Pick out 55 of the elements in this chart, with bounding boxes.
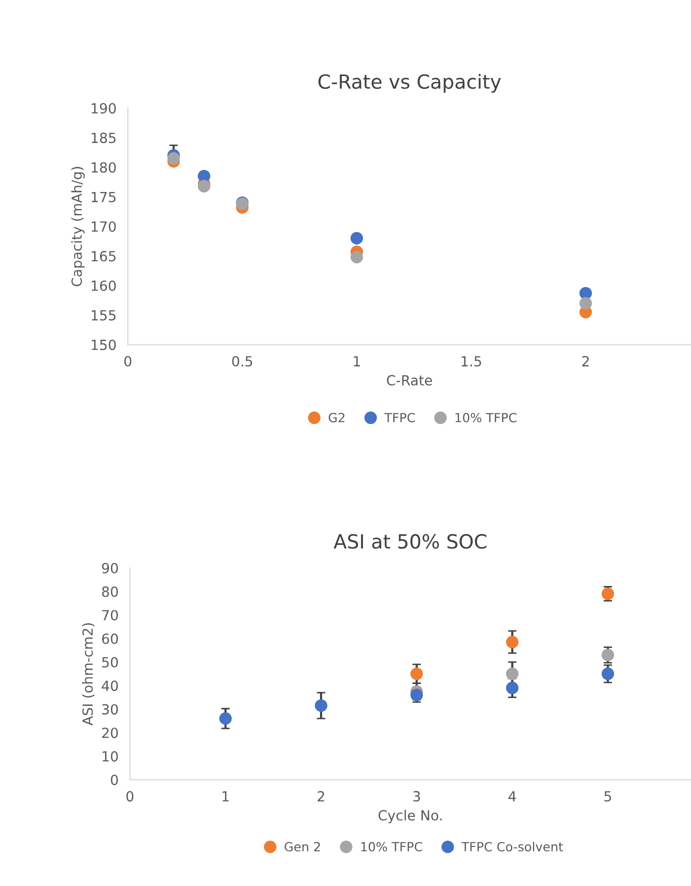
point [167, 152, 180, 165]
point [314, 699, 328, 712]
point [506, 636, 519, 648]
x-tick-label: 3 [413, 791, 420, 802]
x-axis-title: Cycle No. [378, 810, 442, 824]
y-tick-label: 80 [102, 586, 118, 597]
y-tick-label: 150 [92, 340, 116, 350]
chart-title: C-Rate vs Capacity [318, 74, 501, 93]
x-tick-label: 4 [508, 791, 516, 802]
point [506, 682, 519, 694]
x-tick-label: 1 [354, 356, 360, 366]
legend-label: 10% TFPC [456, 412, 516, 422]
y-tick-label: 20 [102, 728, 118, 738]
y-tick-label: 180 [92, 162, 116, 173]
point [198, 170, 210, 182]
x-tick-label: 1 [222, 791, 229, 802]
y-tick-label: 165 [92, 250, 116, 262]
y-tick-label: 10 [102, 751, 118, 762]
x-tick-label: 2 [582, 356, 589, 366]
legend-label: TFPC Co-solvent [461, 842, 563, 852]
x-tick-label: 1.5 [462, 356, 482, 367]
y-tick-label: 185 [92, 132, 116, 144]
x-tick-label: 5 [604, 791, 612, 802]
legend-label: G2 [328, 412, 344, 422]
y-tick-label: 60 [102, 633, 118, 644]
x-tick-label: 2 [318, 791, 324, 802]
point [506, 668, 519, 680]
x-axis-title: C-Rate [386, 375, 432, 386]
y-tick-label: 190 [92, 103, 116, 114]
point [350, 250, 364, 264]
y-axis-title: ASI (ohm-cm2) [82, 623, 95, 726]
x-tick-label: 0.5 [232, 356, 252, 367]
point [579, 297, 592, 310]
y-axis-title: Capacity (mAh/g) [71, 166, 85, 286]
legend-label: TFPC [384, 412, 415, 422]
x-tick-label: 0 [126, 791, 134, 802]
chart-title: ASI at 50% SOC [334, 534, 486, 549]
y-tick-label: 90 [102, 562, 118, 574]
point [219, 712, 232, 725]
y-tick-label: 50 [102, 657, 118, 668]
legend-label: 10% TFPC [361, 842, 422, 852]
y-tick-label: 0 [110, 774, 118, 786]
y-tick-label: 40 [102, 680, 118, 692]
point [410, 668, 423, 680]
y-tick-label: 70 [102, 610, 118, 620]
x-tick-label: 0 [124, 356, 132, 367]
point [602, 668, 614, 680]
y-tick-label: 175 [92, 192, 116, 202]
legend-label: Gen 2 [284, 842, 320, 852]
y-tick-label: 155 [92, 310, 116, 321]
point [350, 232, 364, 244]
y-tick-label: 30 [102, 704, 118, 715]
point [579, 286, 592, 300]
y-tick-label: 160 [92, 280, 116, 291]
y-tick-label: 170 [92, 221, 116, 232]
